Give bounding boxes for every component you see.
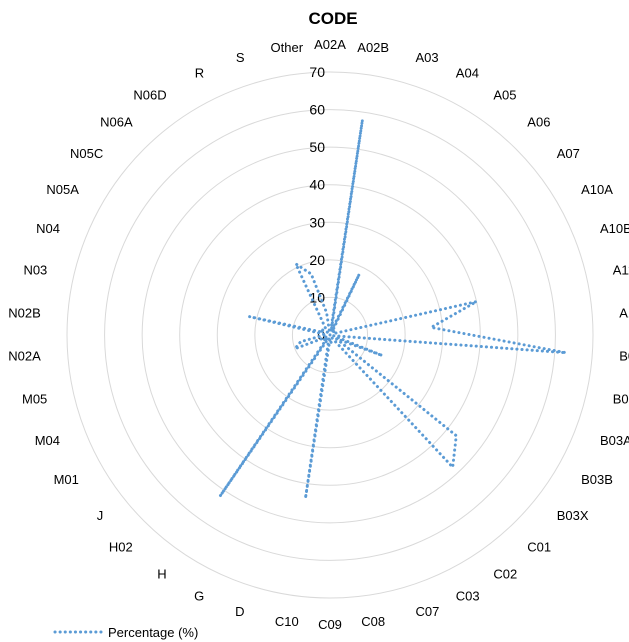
- grid-ring: [216, 221, 444, 449]
- radial-tick-label: 40: [309, 177, 325, 193]
- category-label: N06A: [100, 114, 133, 129]
- category-label: C08: [361, 614, 385, 629]
- category-label: B03A: [600, 433, 629, 448]
- category-label: A12: [619, 305, 629, 320]
- category-label: B03B: [581, 472, 613, 487]
- category-label: M05: [22, 392, 47, 407]
- category-label: A05: [493, 87, 516, 102]
- category-label: N02B: [8, 305, 41, 320]
- radial-tick-label: 20: [309, 252, 325, 268]
- category-label: A02A: [314, 37, 346, 52]
- grid-ring: [141, 146, 519, 524]
- grid-ring: [179, 184, 481, 486]
- category-label: N06D: [133, 87, 166, 102]
- radial-tick-label: 30: [309, 214, 325, 230]
- radial-tick-label: 0: [317, 327, 325, 343]
- legend: Percentage (%): [53, 625, 198, 640]
- grid-ring: [66, 71, 594, 599]
- category-label: R: [195, 66, 204, 81]
- category-label: A06: [527, 114, 550, 129]
- category-label: C01: [527, 540, 551, 555]
- category-label: C02: [493, 567, 517, 582]
- category-label: C09: [318, 617, 342, 632]
- category-label: C03: [456, 588, 480, 603]
- category-label: C10: [275, 614, 299, 629]
- legend-label: Percentage (%): [108, 625, 198, 640]
- category-label: N04: [36, 221, 60, 236]
- category-label: A07: [557, 146, 580, 161]
- grid-ring: [104, 109, 556, 561]
- category-label: A10A: [581, 182, 613, 197]
- grid-ring: [254, 259, 406, 411]
- radial-tick-label: 50: [309, 139, 325, 155]
- category-label: Other: [271, 40, 304, 55]
- category-label: H: [157, 567, 166, 582]
- category-label: M04: [35, 433, 60, 448]
- category-label: A11: [613, 263, 629, 278]
- category-label: B01: [619, 349, 629, 364]
- category-label: N03: [23, 263, 47, 278]
- category-labels: A02A A02B A03 A04 A05 A06 A07 A10A A10B A11 A12 B01…: [8, 37, 629, 632]
- category-label: M01: [54, 472, 79, 487]
- radial-tick-label: 70: [309, 64, 325, 80]
- category-label: S: [236, 50, 245, 65]
- series-layer: [218, 119, 567, 499]
- category-label: A03: [416, 50, 439, 65]
- category-label: G: [194, 588, 204, 603]
- category-label: N05A: [46, 182, 79, 197]
- category-label: N05C: [70, 146, 103, 161]
- radial-tick-label: 60: [309, 102, 325, 118]
- category-label: A02B: [357, 40, 389, 55]
- category-label: H02: [109, 540, 133, 555]
- series-line: [218, 119, 567, 499]
- radar-grid: [66, 71, 594, 599]
- category-label: C07: [416, 604, 440, 619]
- category-label: D: [235, 604, 244, 619]
- grid-ring: [291, 296, 369, 374]
- category-label: N02A: [8, 349, 41, 364]
- category-label: A04: [456, 66, 479, 81]
- category-label: A10B: [600, 221, 629, 236]
- chart-title: CODE: [308, 9, 357, 28]
- category-label: J: [97, 508, 104, 523]
- category-label: B02: [613, 392, 629, 407]
- category-label: B03X: [557, 508, 589, 523]
